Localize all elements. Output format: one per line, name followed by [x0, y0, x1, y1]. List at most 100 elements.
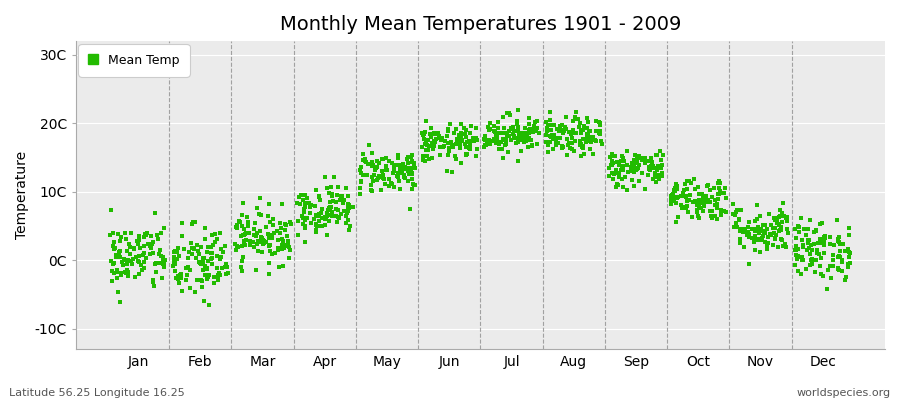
- Point: [712, 190, 726, 197]
- Point: [211, 276, 225, 283]
- Point: [689, 206, 704, 213]
- Point: [393, 166, 408, 173]
- Point: [770, 244, 785, 250]
- Point: [766, 225, 780, 231]
- Point: [830, 217, 844, 224]
- Point: [552, 128, 566, 135]
- Point: [323, 203, 338, 210]
- Point: [424, 125, 438, 132]
- Point: [682, 192, 697, 198]
- Point: [742, 219, 757, 225]
- Point: [235, 268, 249, 274]
- Point: [337, 208, 351, 214]
- Point: [275, 201, 290, 207]
- Point: [477, 142, 491, 148]
- Point: [479, 142, 493, 148]
- Point: [581, 136, 596, 142]
- Point: [268, 250, 283, 256]
- Point: [146, 277, 160, 284]
- Point: [433, 135, 447, 141]
- Point: [258, 238, 273, 245]
- Point: [560, 136, 574, 142]
- Point: [510, 118, 525, 124]
- Point: [562, 144, 577, 151]
- Point: [382, 176, 397, 182]
- Point: [420, 153, 435, 159]
- Point: [625, 160, 639, 166]
- Point: [441, 128, 455, 134]
- Point: [442, 148, 456, 154]
- Point: [614, 157, 628, 164]
- Point: [265, 251, 279, 258]
- Point: [767, 214, 781, 221]
- Point: [204, 250, 219, 256]
- Point: [778, 240, 793, 247]
- Point: [604, 162, 618, 168]
- Point: [683, 180, 698, 187]
- Point: [605, 162, 619, 168]
- Point: [677, 192, 691, 199]
- Point: [318, 222, 332, 228]
- Point: [261, 212, 275, 219]
- Point: [580, 131, 594, 138]
- Point: [263, 242, 277, 248]
- Point: [494, 146, 508, 152]
- Point: [752, 228, 767, 235]
- Point: [490, 138, 504, 144]
- Point: [493, 139, 508, 145]
- Point: [453, 141, 467, 148]
- Point: [274, 225, 288, 232]
- Point: [680, 203, 694, 209]
- Point: [313, 223, 328, 230]
- Point: [200, 276, 214, 282]
- Point: [253, 239, 267, 246]
- Point: [594, 141, 608, 147]
- Point: [638, 159, 652, 165]
- Point: [468, 152, 482, 159]
- Point: [495, 114, 509, 120]
- Point: [358, 159, 373, 165]
- Point: [293, 192, 308, 198]
- Point: [608, 153, 622, 159]
- Point: [122, 273, 136, 280]
- Point: [834, 268, 849, 274]
- Point: [777, 199, 791, 206]
- Point: [680, 203, 694, 210]
- Point: [215, 265, 230, 271]
- Point: [565, 127, 580, 133]
- Point: [507, 128, 521, 134]
- Point: [186, 218, 201, 225]
- Point: [808, 227, 823, 233]
- Point: [353, 190, 367, 197]
- Point: [644, 162, 658, 169]
- Point: [544, 133, 558, 139]
- Point: [368, 167, 382, 173]
- Point: [353, 167, 367, 174]
- Point: [506, 124, 520, 131]
- Point: [450, 136, 464, 142]
- Point: [508, 133, 522, 139]
- Point: [593, 122, 608, 128]
- Point: [380, 167, 394, 174]
- Point: [513, 130, 527, 136]
- Point: [813, 221, 827, 227]
- Point: [451, 136, 465, 143]
- Point: [197, 255, 211, 262]
- Point: [321, 190, 336, 196]
- Point: [336, 200, 350, 206]
- Point: [451, 138, 465, 144]
- Point: [194, 276, 209, 283]
- Point: [810, 247, 824, 253]
- Point: [644, 165, 659, 171]
- Point: [375, 156, 390, 162]
- Point: [136, 252, 150, 258]
- Point: [489, 140, 503, 146]
- Point: [229, 240, 243, 247]
- Point: [616, 164, 631, 170]
- Point: [612, 162, 626, 169]
- Point: [110, 267, 124, 274]
- Point: [359, 172, 374, 179]
- Point: [669, 181, 683, 188]
- Point: [630, 156, 644, 163]
- Point: [712, 185, 726, 191]
